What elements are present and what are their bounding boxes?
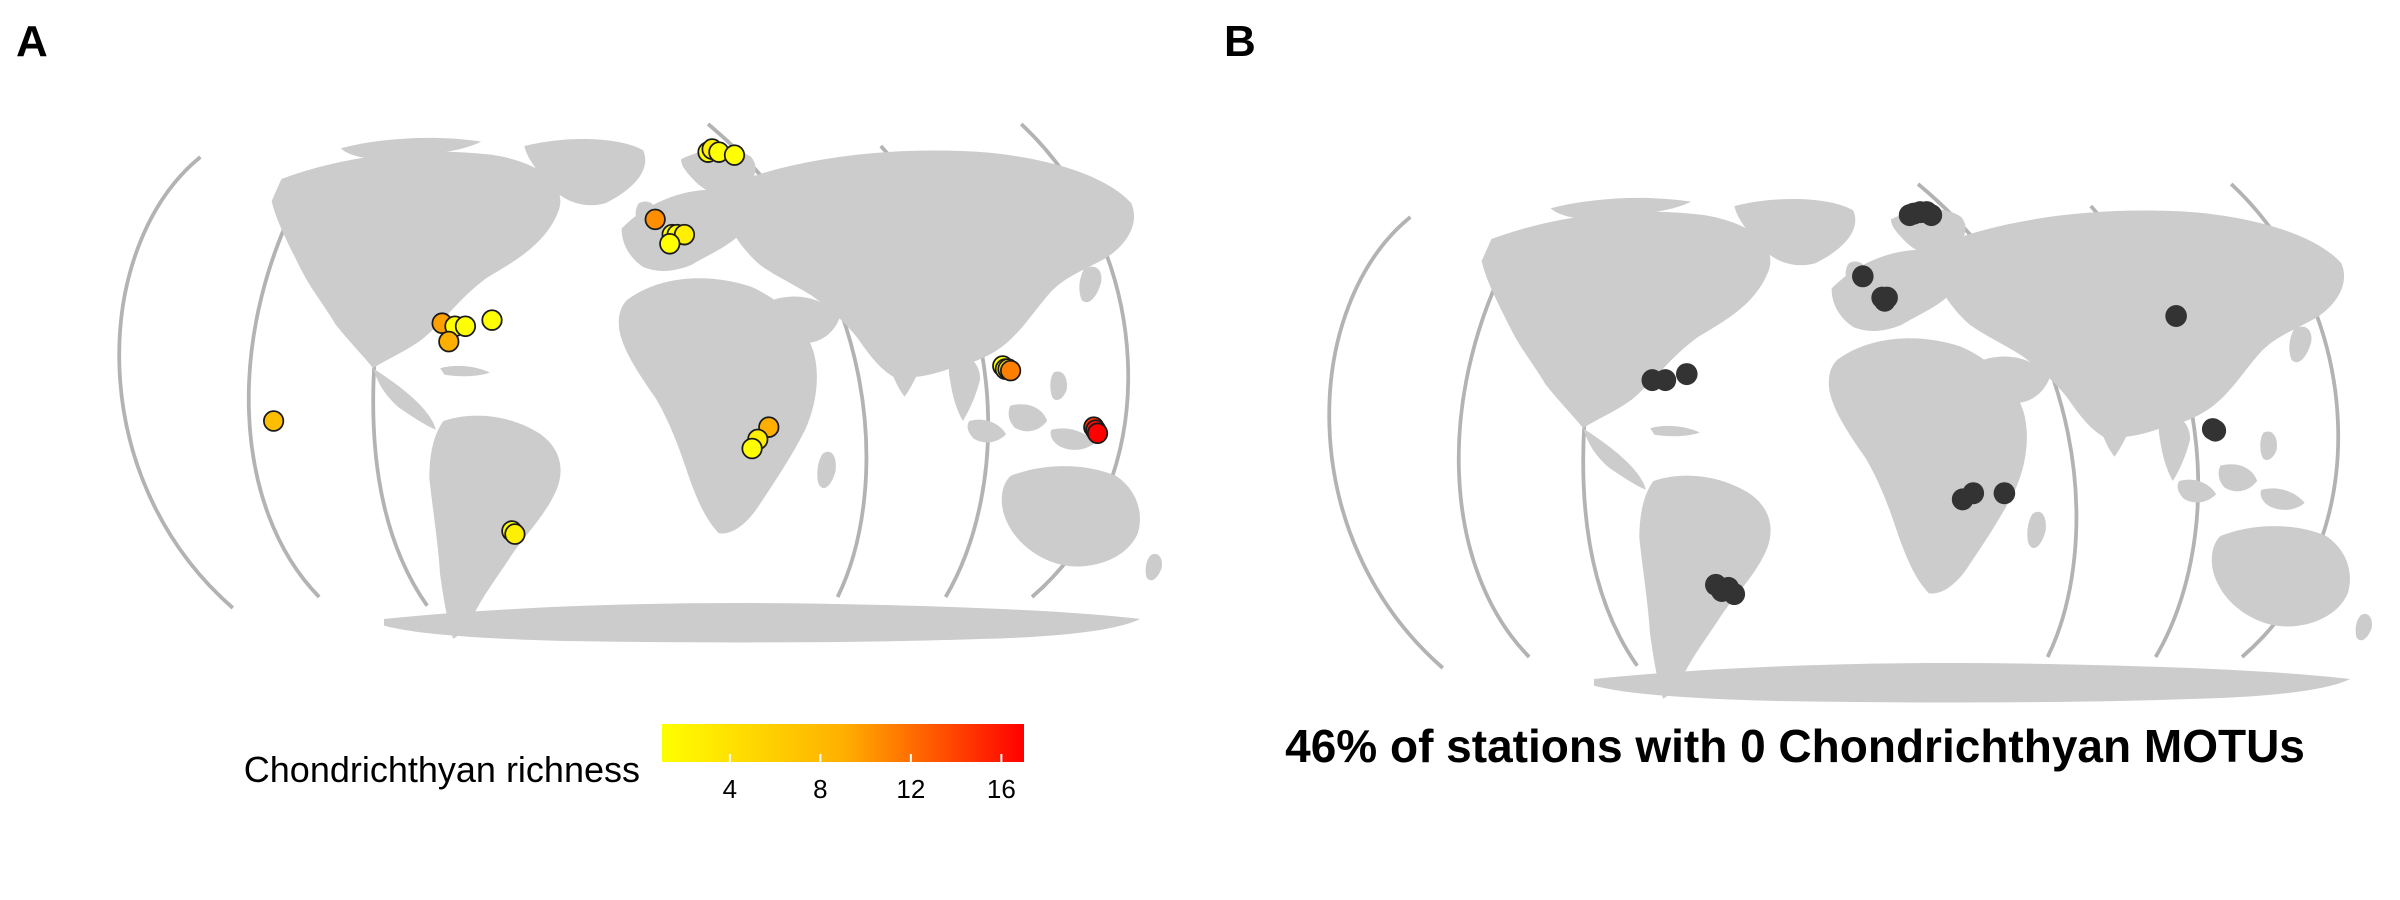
station-point-b-5 xyxy=(1852,265,1874,288)
station-point-a-26 xyxy=(504,523,526,545)
station-point-a-8 xyxy=(659,233,681,255)
station-point-b-8 xyxy=(1873,289,1896,312)
panel-b-letter: B xyxy=(1224,17,1256,66)
station-point-a-24 xyxy=(1086,422,1109,444)
legend-tick-label-3: 16 xyxy=(987,774,1016,804)
map-b-meridian-1 xyxy=(1456,238,1531,659)
map-a-stations xyxy=(263,138,1109,545)
station-point-a-3 xyxy=(723,144,746,166)
map-b-stations xyxy=(1641,201,2227,606)
legend-colorbar xyxy=(662,724,1024,762)
map-panel-b xyxy=(1327,182,2373,703)
legend-title: Chondrichthyan richness xyxy=(244,749,640,790)
station-point-b-4 xyxy=(1920,204,1943,227)
legend-tick-label-1: 8 xyxy=(813,774,827,804)
legend-tick-label-0: 4 xyxy=(723,774,737,804)
station-point-a-11 xyxy=(454,315,477,338)
map-a-meridian-1 xyxy=(246,178,321,599)
legend-tick-label-2: 12 xyxy=(896,774,925,804)
station-point-b-17 xyxy=(1993,482,2016,505)
station-point-a-13 xyxy=(438,330,460,353)
station-point-a-17 xyxy=(741,437,763,460)
richness-legend: Chondrichthyan richness 4 8 12 16 xyxy=(244,724,1024,804)
station-point-b-16 xyxy=(1951,488,1974,511)
station-point-a-12 xyxy=(481,309,503,331)
station-point-a-21 xyxy=(1000,359,1022,382)
panel-a-letter: A xyxy=(16,17,48,66)
legend-ticks: 4 8 12 16 xyxy=(723,754,1016,804)
station-point-b-12 xyxy=(1675,363,1698,386)
station-point-a-14 xyxy=(263,410,285,432)
panel-b-caption: 46% of stations with 0 Chondrichthyan MO… xyxy=(1285,720,2305,772)
station-point-b-14 xyxy=(2204,419,2227,442)
station-point-b-9 xyxy=(2165,305,2187,327)
map-b-outline-left xyxy=(1327,215,1445,670)
map-a-outline-left xyxy=(117,155,235,610)
station-point-b-21 xyxy=(1723,583,1746,606)
station-point-a-4 xyxy=(644,208,666,231)
station-point-b-11 xyxy=(1654,369,1677,392)
map-panel-a xyxy=(117,122,1163,643)
